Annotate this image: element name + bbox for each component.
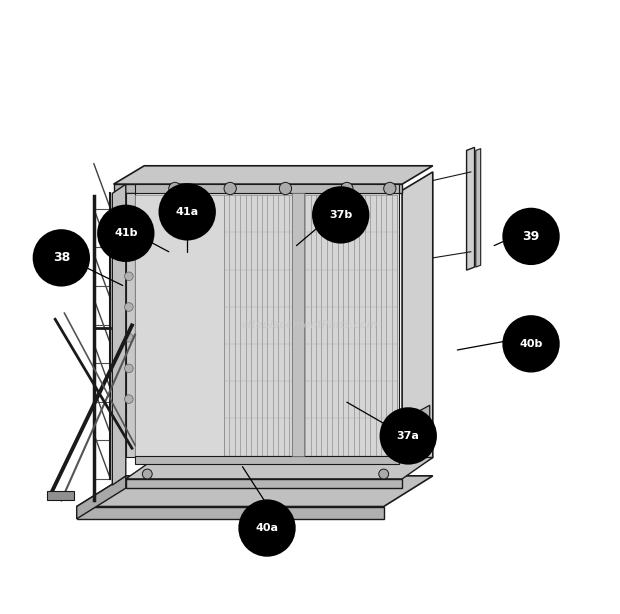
Polygon shape [135, 456, 399, 464]
Circle shape [224, 182, 236, 195]
Text: eReplacementParts.com: eReplacementParts.com [242, 321, 378, 330]
Circle shape [341, 182, 353, 195]
Circle shape [33, 230, 89, 286]
Polygon shape [224, 195, 397, 456]
Polygon shape [77, 476, 126, 519]
Polygon shape [135, 184, 399, 193]
Circle shape [279, 182, 291, 195]
Circle shape [503, 209, 559, 264]
Circle shape [239, 500, 294, 556]
Polygon shape [126, 193, 135, 457]
Circle shape [313, 187, 368, 243]
Circle shape [169, 182, 181, 195]
Polygon shape [126, 479, 402, 488]
Circle shape [125, 364, 133, 373]
Circle shape [125, 395, 133, 403]
Circle shape [503, 316, 559, 371]
Polygon shape [408, 433, 420, 454]
Polygon shape [291, 193, 304, 456]
Text: 40a: 40a [255, 523, 278, 533]
Polygon shape [113, 184, 402, 193]
Text: 41b: 41b [114, 228, 138, 238]
Circle shape [159, 184, 215, 239]
Circle shape [125, 333, 133, 342]
Polygon shape [77, 476, 433, 507]
Circle shape [384, 182, 396, 195]
Text: 41a: 41a [175, 207, 199, 217]
Polygon shape [126, 457, 433, 479]
Polygon shape [135, 195, 224, 456]
Polygon shape [402, 172, 433, 476]
Text: 40b: 40b [520, 339, 542, 349]
Polygon shape [467, 147, 474, 270]
Circle shape [125, 272, 133, 281]
Text: 37b: 37b [329, 210, 352, 220]
Polygon shape [112, 184, 126, 485]
Circle shape [381, 408, 436, 464]
Polygon shape [396, 405, 430, 457]
Polygon shape [77, 507, 384, 519]
Text: 37a: 37a [397, 431, 420, 441]
Polygon shape [135, 193, 399, 457]
Polygon shape [476, 149, 480, 267]
Circle shape [143, 469, 152, 479]
Text: 39: 39 [523, 230, 539, 243]
Circle shape [125, 303, 133, 311]
Circle shape [379, 469, 389, 479]
Polygon shape [47, 491, 74, 500]
Text: 38: 38 [53, 251, 70, 265]
Circle shape [98, 206, 153, 261]
Polygon shape [113, 166, 433, 184]
